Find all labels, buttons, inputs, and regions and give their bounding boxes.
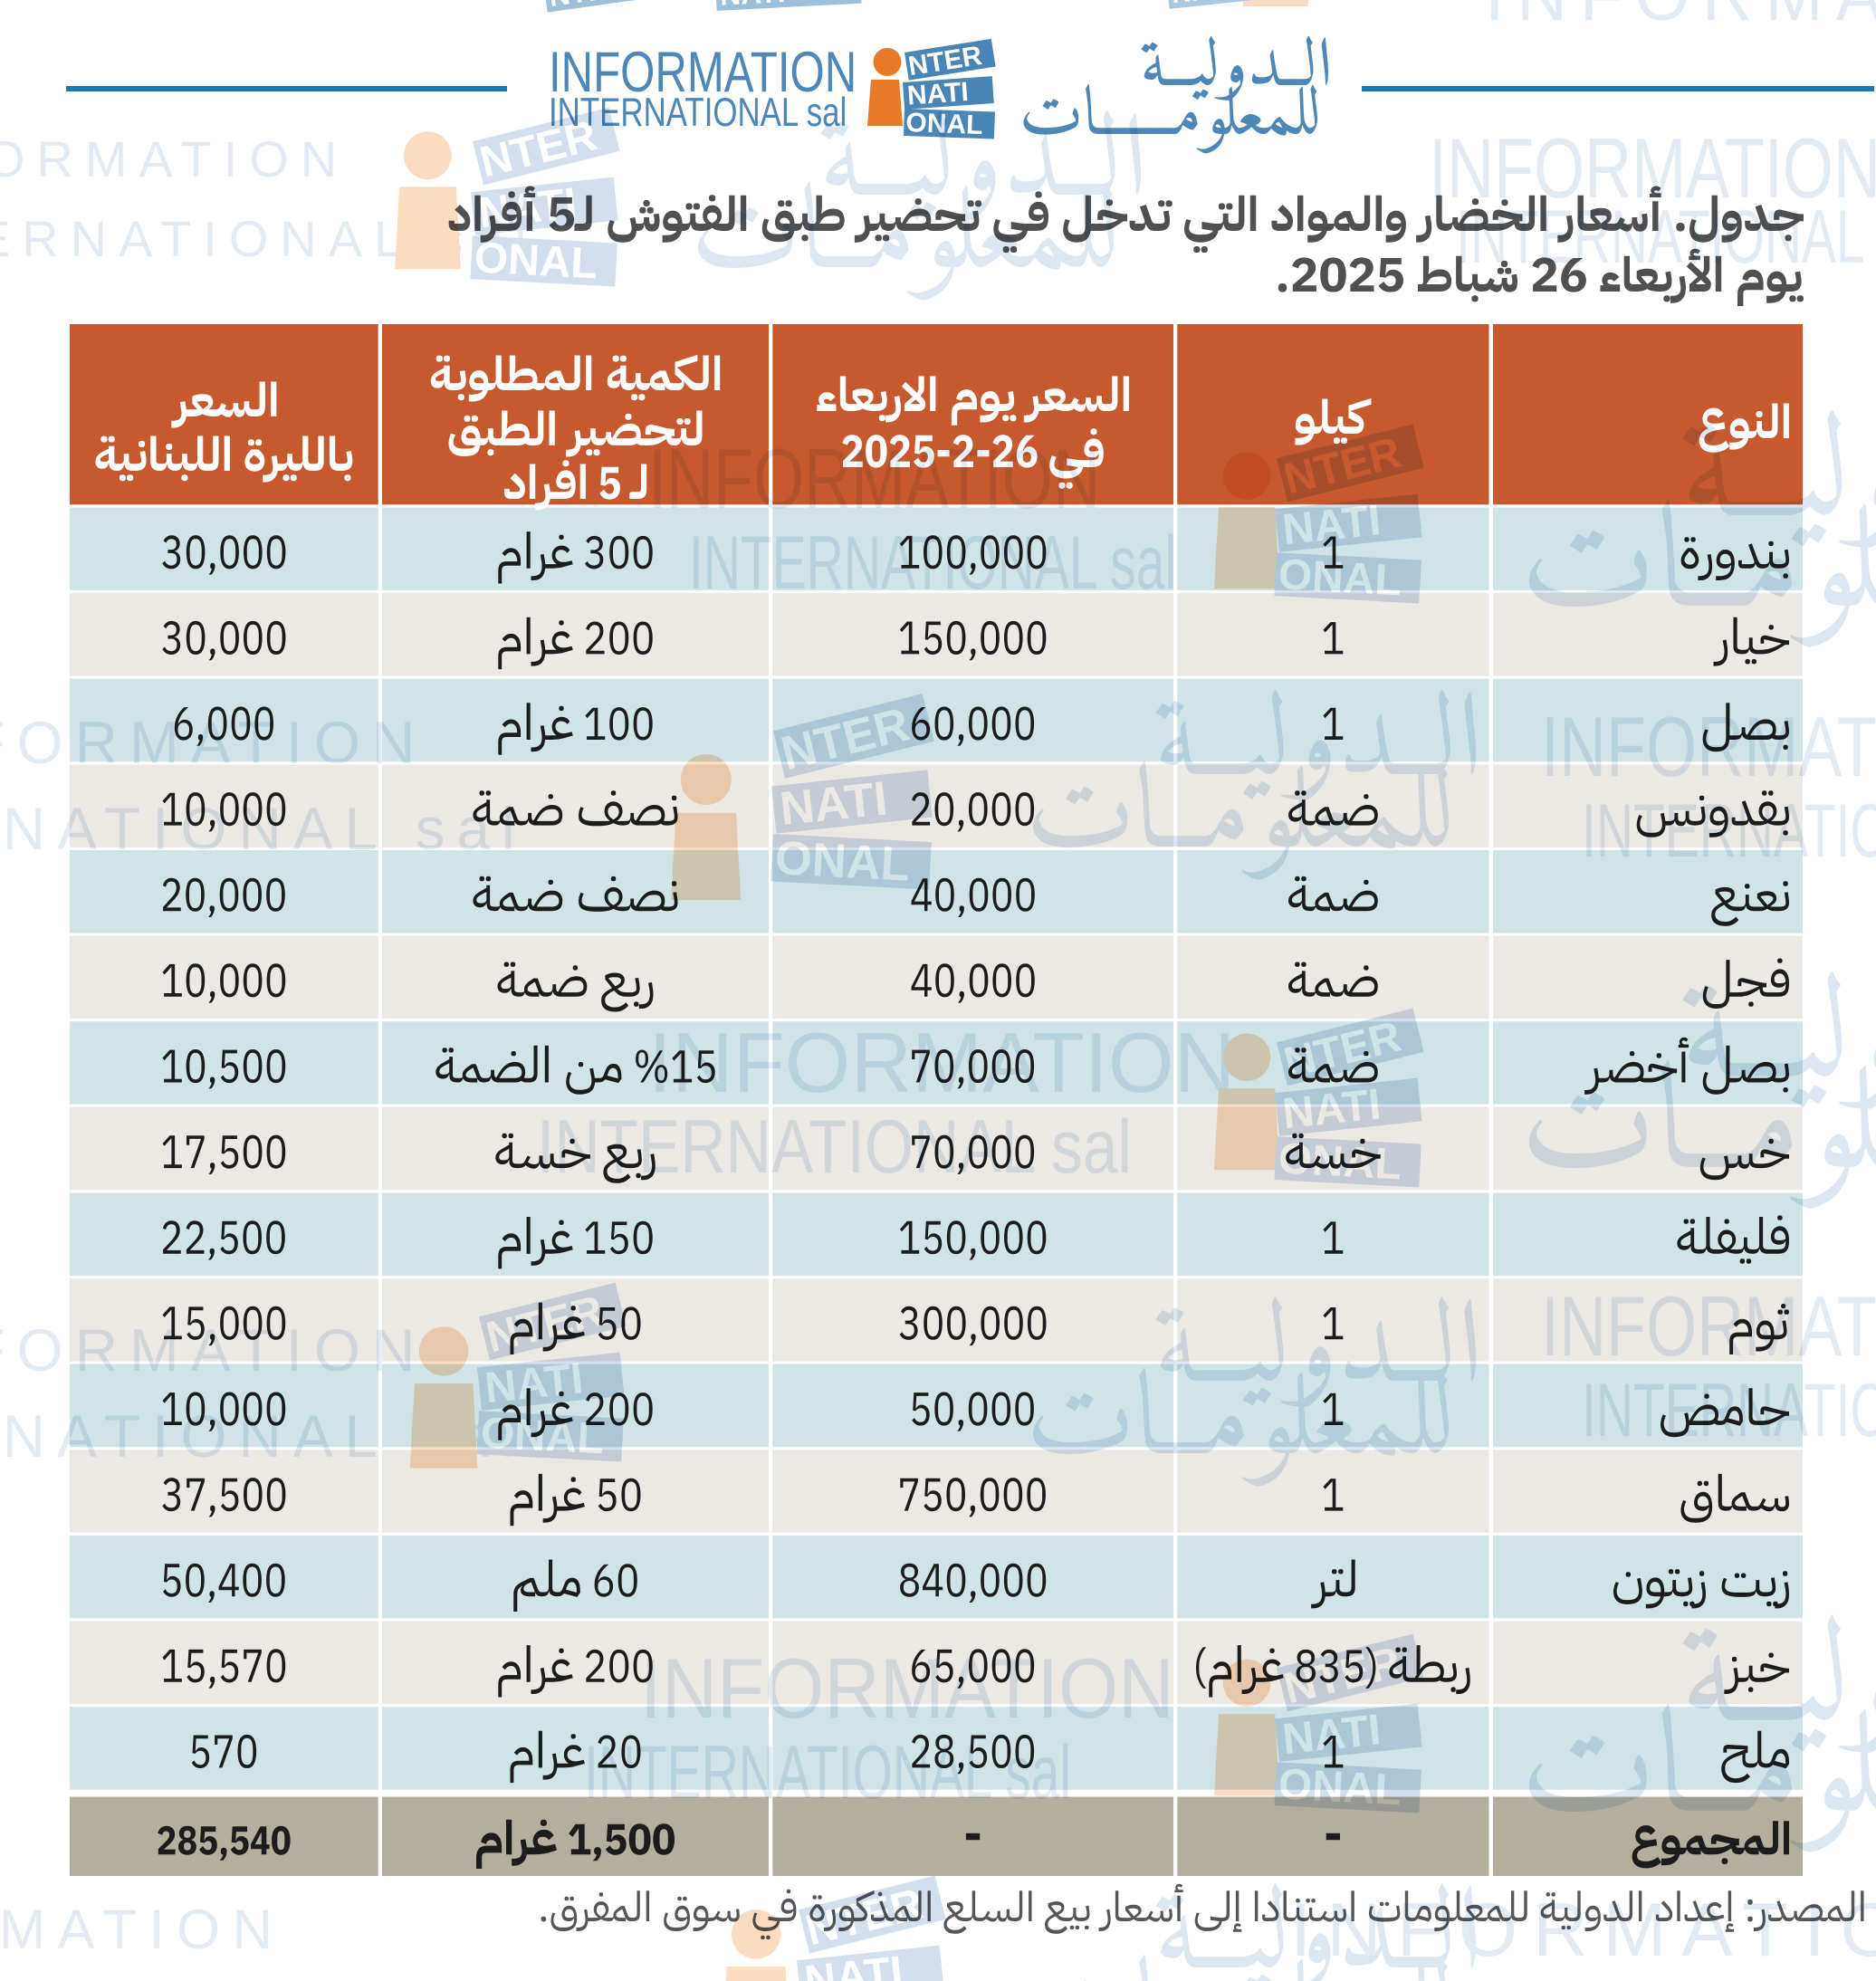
svg-text:NTER: NTER <box>801 1880 928 1955</box>
svg-text:INFORMATION: INFORMATION <box>1541 699 1876 794</box>
svg-text:NTER: NTER <box>1279 1012 1406 1087</box>
svg-text:INFORMATION: INFORMATION <box>1290 1887 1876 1972</box>
svg-text:ONAL: ONAL <box>474 234 599 288</box>
svg-text:INFORMATION: INFORMATION <box>640 1641 1174 1736</box>
svg-text:ONAL: ONAL <box>480 1409 606 1463</box>
svg-text:NTER: NTER <box>482 1287 608 1362</box>
svg-text:NTER: NTER <box>475 111 602 187</box>
svg-text:NATI: NATI <box>1280 1080 1383 1138</box>
svg-text:INFORMATION: INFORMATION <box>648 1015 1235 1110</box>
svg-text:INTERNATIONAL sal: INTERNATIONAL sal <box>1582 789 1876 874</box>
svg-text:INFORMATION: INFORMATION <box>549 40 857 103</box>
svg-text:INFORMATION: INFORMATION <box>0 1317 426 1383</box>
svg-text:INFORMATION: INFORMATION <box>648 431 1100 526</box>
svg-text:INTERNATIONAL sal: INTERNATIONAL sal <box>0 796 527 862</box>
svg-text:INFORMATION: INFORMATION <box>0 1899 284 1961</box>
svg-text:INTERNATIONAL sal: INTERNATIONAL sal <box>584 1730 1071 1815</box>
svg-text:INFORMAT: INFORMAT <box>1485 0 1876 35</box>
svg-text:ONAL: ONAL <box>1278 550 1403 605</box>
svg-text:NATI: NATI <box>1170 0 1234 9</box>
svg-text:NATI: NATI <box>483 1354 585 1412</box>
svg-text:NTER: NTER <box>1279 1638 1406 1713</box>
svg-text:INFORMATION: INFORMATION <box>0 710 426 776</box>
svg-text:INTERNATIONAL sal: INTERNATIONAL sal <box>537 1105 1132 1190</box>
svg-text:NATI: NATI <box>1280 496 1383 554</box>
svg-text:INFORMATION: INFORMATION <box>1541 1278 1876 1373</box>
svg-text:ONAL: ONAL <box>1278 1760 1403 1814</box>
svg-text:NTER: NTER <box>547 0 629 13</box>
svg-text:INFORMATION: INFORMATION <box>1429 120 1876 215</box>
svg-text:INTERNATIONAL sal: INTERNATIONAL sal <box>1456 195 1876 280</box>
svg-text:NTER: NTER <box>776 697 914 780</box>
svg-text:NATI: NATI <box>1280 1706 1383 1764</box>
svg-text:ONAL: ONAL <box>774 831 912 892</box>
svg-text:NTER: NTER <box>1279 428 1406 503</box>
svg-text:NATI: NATI <box>719 0 786 12</box>
svg-text:NATI: NATI <box>906 77 970 111</box>
svg-text:INTERNATIONAL sal: INTERNATIONAL sal <box>689 521 1176 606</box>
svg-text:NATI: NATI <box>778 771 890 836</box>
svg-text:NATI: NATI <box>476 179 579 237</box>
svg-text:INTERNATIONAL sal: INTERNATIONAL sal <box>1582 1368 1876 1453</box>
svg-text:INFORMATION: INFORMATION <box>0 130 349 187</box>
svg-text:ONAL: ONAL <box>1278 1134 1403 1189</box>
